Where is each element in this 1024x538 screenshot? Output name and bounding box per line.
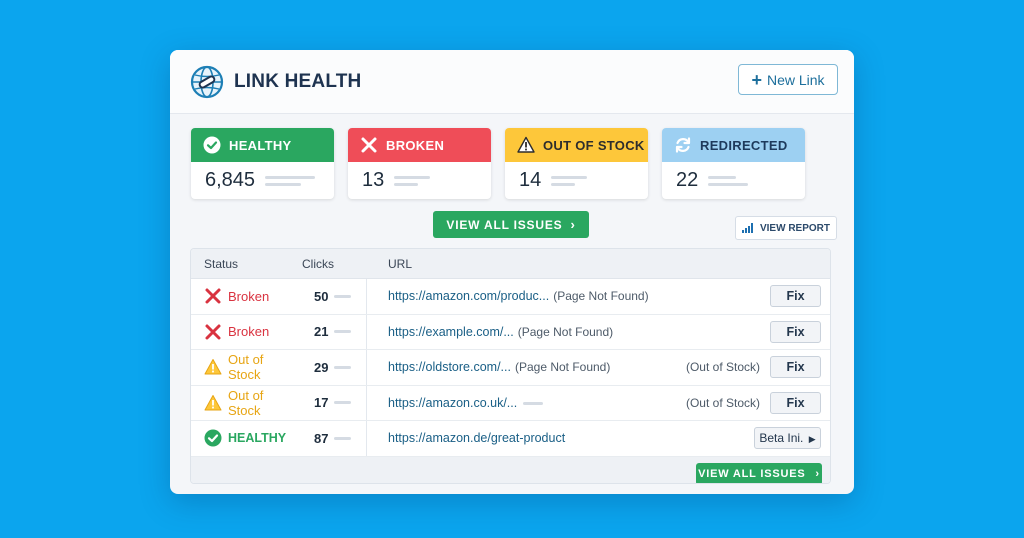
- caret-right-icon: ▶: [808, 434, 816, 445]
- new-link-button[interactable]: + New Link: [738, 64, 838, 95]
- plus-icon: +: [751, 69, 762, 90]
- new-link-label: New Link: [766, 71, 825, 88]
- fix-button[interactable]: Fix: [770, 391, 821, 414]
- refresh-icon: [675, 137, 691, 153]
- status-cell: Out of Stock: [191, 352, 290, 382]
- url-note: (Page Not Found): [514, 360, 611, 375]
- url-link[interactable]: https://oldstore.com/...: [388, 360, 511, 375]
- url-cell: https://amazon.com/produc... (Page Not Fo…: [367, 289, 649, 303]
- clicks-cell: 21: [290, 314, 367, 349]
- status-label: Out of Stock: [228, 387, 264, 418]
- card-value: 6,845: [205, 169, 256, 191]
- column-header-clicks[interactable]: Clicks: [302, 256, 334, 271]
- url-cell: https://amazon.co.uk/...: [367, 395, 544, 410]
- clicks-value: 21: [314, 324, 329, 340]
- x-icon: [361, 137, 377, 153]
- clicks-cell: 87: [290, 421, 367, 456]
- clicks-cell: 17: [290, 385, 367, 420]
- view-report-label: VIEW REPORT: [759, 222, 830, 234]
- view-all-issues-button[interactable]: VIEW ALL ISSUES ›: [433, 211, 589, 238]
- clicks-cell: 50: [290, 279, 367, 314]
- stock-note: (Out of Stock): [685, 395, 760, 410]
- placeholder-lines: [265, 175, 316, 186]
- fix-button[interactable]: Fix: [770, 320, 821, 343]
- page-title: LINK HEALTH: [234, 70, 362, 92]
- warning-icon: [204, 359, 222, 375]
- warning-icon: [517, 136, 535, 153]
- status-cell: Broken: [191, 287, 290, 305]
- warning-icon: [204, 394, 222, 411]
- table-row[interactable]: HEALTHY 87 https://amazon.de/great-produ…: [191, 421, 830, 457]
- fix-button[interactable]: Fix: [770, 356, 821, 379]
- table-footer: VIEW ALL ISSUES ›: [191, 456, 830, 483]
- column-header-url[interactable]: URL: [388, 256, 413, 271]
- check-circle-icon: [203, 136, 221, 154]
- check-circle-icon: [204, 429, 222, 447]
- status-cell: Out of Stock: [191, 388, 290, 418]
- table-row[interactable]: Broken 21 https://example.com/... (Page N…: [191, 314, 830, 350]
- summary-card-healthy[interactable]: HEALTHY 6,845: [191, 128, 334, 199]
- view-all-issues-label: VIEW ALL ISSUES: [698, 467, 806, 480]
- url-cell: https://oldstore.com/... (Page Not Found): [367, 360, 610, 374]
- summary-card-broken[interactable]: BROKEN 13: [348, 128, 491, 199]
- clicks-value: 50: [314, 288, 329, 304]
- status-label: Out of Stock: [228, 352, 264, 383]
- clicks-value: 29: [314, 359, 329, 375]
- chevron-right-icon: ›: [570, 217, 576, 232]
- globe-link-icon: [190, 65, 224, 98]
- clicks-value: 87: [314, 430, 329, 446]
- card-label: OUT OF STOCK: [543, 137, 645, 153]
- card-value: 13: [362, 169, 385, 191]
- url-link[interactable]: https://example.com/...: [388, 324, 514, 339]
- card-header: REDIRECTED: [662, 128, 805, 162]
- panel-header: LINK HEALTH + New Link: [170, 50, 854, 114]
- card-label: REDIRECTED: [700, 137, 788, 153]
- clicks-value: 17: [314, 395, 329, 411]
- table-row[interactable]: Out of Stock 29 https://oldstore.com/...…: [191, 350, 830, 386]
- view-all-issues-footer-button[interactable]: VIEW ALL ISSUES ›: [696, 462, 822, 483]
- status-cell: HEALTHY: [191, 429, 290, 447]
- placeholder-lines: [394, 175, 431, 186]
- url-cell: https://amazon.de/great-product: [367, 431, 565, 445]
- x-icon: [205, 324, 221, 340]
- status-label: Broken: [228, 288, 270, 304]
- status-label: HEALTHY: [228, 431, 287, 446]
- view-report-button[interactable]: VIEW REPORT: [735, 216, 837, 240]
- link-health-panel: LINK HEALTH + New Link HEALTHY 6,845: [170, 50, 854, 494]
- table-row[interactable]: Broken 50 https://amazon.com/produc... (P…: [191, 279, 830, 315]
- placeholder-lines: [708, 175, 749, 186]
- table-header: Status Clicks URL: [191, 249, 830, 279]
- status-cell: Broken: [191, 323, 290, 341]
- column-header-status[interactable]: Status: [204, 256, 239, 271]
- placeholder-lines: [551, 175, 588, 186]
- view-all-issues-label: VIEW ALL ISSUES: [446, 217, 563, 232]
- url-link[interactable]: https://amazon.com/produc...: [388, 289, 550, 304]
- summary-card-redirected[interactable]: REDIRECTED 22: [662, 128, 805, 199]
- url-note: (Page Not Found): [517, 324, 614, 339]
- issues-table: Status Clicks URL Broken 50 https://amaz…: [190, 248, 831, 484]
- card-header: HEALTHY: [191, 128, 334, 162]
- card-header: OUT OF STOCK: [505, 128, 648, 162]
- beta-label: Beta Ini.: [759, 431, 804, 446]
- fix-button[interactable]: Fix: [770, 285, 821, 308]
- x-icon: [205, 288, 221, 304]
- url-link[interactable]: https://amazon.de/great-product: [388, 431, 566, 446]
- card-header: BROKEN: [348, 128, 491, 162]
- url-note: (Page Not Found): [553, 289, 649, 304]
- url-cell: https://example.com/... (Page Not Found): [367, 325, 613, 339]
- beta-button[interactable]: Beta Ini. ▶: [754, 427, 821, 450]
- summary-cards: HEALTHY 6,845 BROKEN 13: [191, 128, 805, 199]
- card-value: 22: [676, 169, 699, 191]
- url-link[interactable]: https://amazon.co.uk/...: [388, 395, 518, 410]
- card-label: BROKEN: [386, 137, 445, 153]
- stock-note: (Out of Stock): [685, 360, 760, 375]
- status-label: Broken: [228, 324, 270, 340]
- clicks-cell: 29: [290, 350, 367, 385]
- card-label: HEALTHY: [229, 137, 292, 153]
- bar-chart-icon: [741, 223, 753, 233]
- chevron-right-icon: ›: [815, 467, 820, 480]
- summary-card-out-of-stock[interactable]: OUT OF STOCK 14: [505, 128, 648, 199]
- table-row[interactable]: Out of Stock 17 https://amazon.co.uk/...…: [191, 385, 830, 421]
- card-value: 14: [519, 169, 542, 191]
